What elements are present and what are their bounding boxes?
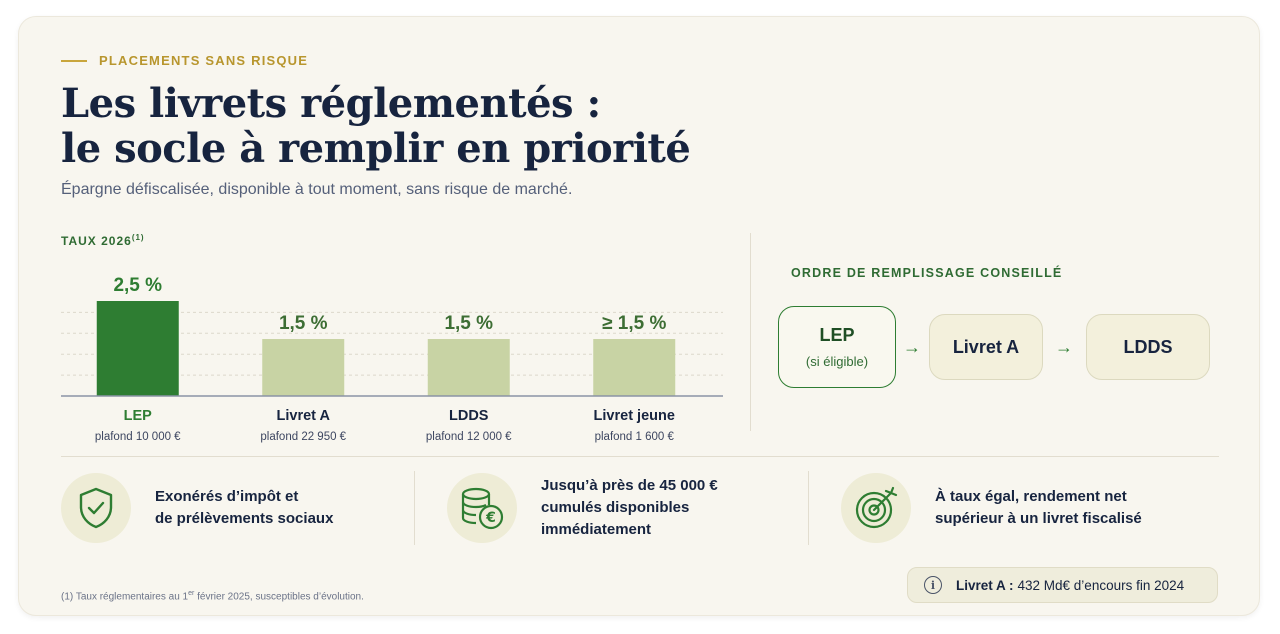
data-label: ≥ 1,5 % xyxy=(602,313,666,334)
feature-tax-exempt: Exonérés d’impôt et de prélèvements soci… xyxy=(61,473,333,543)
feature-line: immédiatement xyxy=(541,521,652,538)
eyebrow-text: PLACEMENTS SANS RISQUE xyxy=(99,53,309,68)
feature-line: Exonérés d’impôt et xyxy=(155,488,299,505)
page-title: Les livrets réglementés : le socle à rem… xyxy=(61,81,761,171)
order-step-ldds: LDDS xyxy=(1086,314,1210,380)
chart-heading-note: (1) xyxy=(131,233,145,242)
category-sublabel: plafond 1 600 € xyxy=(595,431,675,443)
feature-line: Jusqu’à près de 45 000 € xyxy=(541,477,718,494)
feature-text: À taux égal, rendement net supérieur à u… xyxy=(935,486,1142,530)
feature-line: À taux égal, rendement net xyxy=(935,488,1127,505)
order-step-sub: (si éligible) xyxy=(805,354,869,369)
features-divider xyxy=(61,456,1219,457)
feature-line: de prélèvements sociaux xyxy=(155,510,334,527)
stat-pill: i Livret A : 432 Md€ d’encours fin 2024 xyxy=(907,567,1218,603)
arrow-right-icon: → xyxy=(1055,337,1073,357)
section-divider xyxy=(750,233,751,431)
category-sublabel: plafond 10 000 € xyxy=(95,431,181,443)
category-sublabel: plafond 22 950 € xyxy=(260,431,346,443)
chart-heading-text: TAUX 2026 xyxy=(61,234,132,248)
stat-label: Livret A : xyxy=(956,577,1014,593)
feature-text: Exonérés d’impôt et de prélèvements soci… xyxy=(155,486,333,530)
infographic-card: PLACEMENTS SANS RISQUE Les livrets régle… xyxy=(18,16,1260,616)
footnote-prefix: (1) Taux réglementaires au 1 xyxy=(61,591,189,603)
data-label: 2,5 % xyxy=(113,275,162,296)
feature-divider xyxy=(808,471,809,545)
info-icon: i xyxy=(924,576,942,594)
order-step-lep: LEP (si éligible) xyxy=(778,306,896,388)
data-label: 1,5 % xyxy=(279,313,328,334)
feature-divider xyxy=(414,471,415,545)
category-label: Livret jeune xyxy=(594,408,675,424)
bar-3 xyxy=(593,339,676,396)
coins-euro-icon: € xyxy=(447,473,517,543)
chart-heading: TAUX 2026(1) xyxy=(61,233,145,248)
order-step-livret-a: Livret A xyxy=(929,314,1043,380)
feature-line: cumulés disponibles xyxy=(541,499,690,516)
order-step-label: LEP xyxy=(819,325,855,345)
feature-availability: € Jusqu’à près de 45 000 € cumulés dispo… xyxy=(447,473,718,543)
bar-0 xyxy=(96,301,179,396)
title-line-2: le socle à remplir en priorité xyxy=(61,125,691,172)
stat-text: 432 Md€ d’encours fin 2024 xyxy=(1017,577,1185,593)
arrow-right-icon: → xyxy=(903,337,921,357)
footnote-suffix: février 2025, susceptibles d’évolution. xyxy=(194,591,364,603)
order-step-label: Livret A xyxy=(952,336,1020,357)
title-line-1: Les livrets réglementés : xyxy=(61,80,601,127)
category-label: LEP xyxy=(124,408,153,424)
order-step-label: LDDS xyxy=(1123,336,1173,357)
shield-check-icon xyxy=(61,473,131,543)
eyebrow: PLACEMENTS SANS RISQUE xyxy=(61,53,308,68)
data-label: 1,5 % xyxy=(444,313,493,334)
svg-text:€: € xyxy=(485,510,496,526)
eyebrow-line xyxy=(61,59,87,62)
bar-1 xyxy=(262,339,345,396)
page-subtitle: Épargne défiscalisée, disponible à tout … xyxy=(61,181,573,198)
feature-text: Jusqu’à près de 45 000 € cumulés disponi… xyxy=(541,475,718,541)
category-label: LDDS xyxy=(449,408,489,424)
footnote-sup: er xyxy=(188,590,195,597)
category-label: Livret A xyxy=(277,408,331,424)
target-arrow-icon xyxy=(841,473,911,543)
order-heading: ORDRE DE REMPLISSAGE CONSEILLÉ xyxy=(791,266,1063,280)
category-sublabel: plafond 12 000 € xyxy=(426,431,512,443)
feature-line: supérieur à un livret fiscalisé xyxy=(935,510,1142,527)
feature-net-yield: À taux égal, rendement net supérieur à u… xyxy=(841,473,1142,543)
bar-2 xyxy=(427,339,510,396)
footnote: (1) Taux réglementaires au 1er février 2… xyxy=(61,590,364,602)
rates-bar-chart: 2,5 % LEP plafond 10 000 € 1,5 % Livret A pla… xyxy=(61,275,723,443)
